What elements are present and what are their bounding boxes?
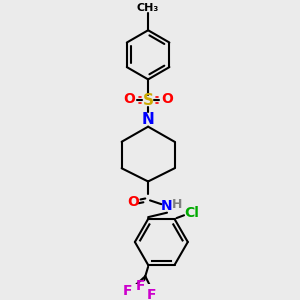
Text: S: S [142,93,154,108]
Text: N: N [161,199,173,213]
Text: N: N [142,112,154,127]
Text: CH₃: CH₃ [137,3,159,13]
Text: O: O [123,92,135,106]
Text: O: O [161,92,173,106]
Text: H: H [172,198,183,211]
Text: F: F [123,284,132,298]
Text: F: F [147,288,157,300]
Text: F: F [136,279,145,293]
Text: O: O [127,195,139,209]
Text: Cl: Cl [184,206,199,220]
